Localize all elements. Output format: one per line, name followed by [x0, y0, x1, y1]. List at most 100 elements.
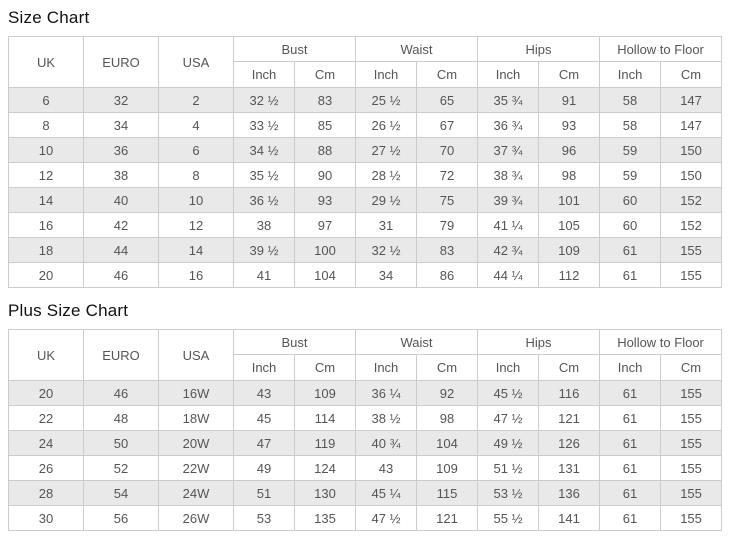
table-cell: 152: [660, 187, 723, 213]
group-header-row: UK EURO USA Bust Waist Hips Hollow to Floor: [8, 329, 723, 381]
table-cell: 24W: [158, 480, 234, 506]
table-cell: 22: [8, 405, 84, 431]
table-cell: 83: [416, 237, 479, 263]
table-row: 20 46 16W 43 109 36 ¼ 92 45 ½ 116 61 155: [8, 380, 723, 406]
table-cell: 8: [158, 162, 234, 188]
table-cell: 59: [599, 137, 662, 163]
header-waist-inch: Inch: [355, 354, 418, 381]
table-cell: 79: [416, 212, 479, 238]
table-cell: 40: [83, 187, 159, 213]
table-row: 30 56 26W 53 135 47 ½ 121 55 ½ 141 61 155: [8, 505, 723, 531]
table-cell: 96: [538, 137, 601, 163]
table-cell: 16: [8, 212, 84, 238]
size-chart-title: Size Chart: [8, 8, 90, 27]
table-cell: 6: [158, 137, 234, 163]
header-euro: EURO: [83, 36, 159, 88]
table-cell: 32 ½: [233, 87, 295, 113]
table-cell: 2: [158, 87, 234, 113]
table-cell: 155: [660, 430, 723, 456]
table-cell: 36 ½: [233, 187, 295, 213]
table-cell: 147: [660, 87, 723, 113]
table-cell: 26 ½: [355, 112, 418, 138]
header-hollow-to-floor-cm: Cm: [660, 61, 723, 88]
header-hips-inch: Inch: [477, 354, 540, 381]
table-cell: 18: [8, 237, 84, 263]
table-cell: 155: [660, 455, 723, 481]
table-cell: 49: [233, 455, 295, 481]
table-cell: 24: [8, 430, 84, 456]
table-cell: 25 ½: [355, 87, 418, 113]
table-cell: 38 ½: [355, 405, 418, 431]
table-cell: 92: [416, 380, 479, 406]
table-cell: 119: [293, 430, 357, 456]
table-cell: 46: [83, 262, 159, 288]
table-cell: 12: [158, 212, 234, 238]
header-usa: USA: [158, 36, 234, 88]
header-waist-inch: Inch: [355, 61, 418, 88]
table-cell: 88: [293, 137, 357, 163]
header-uk: UK: [8, 329, 84, 381]
table-row: 18 44 14 39 ½ 100 32 ½ 83 42 ¾ 109 61 155: [8, 237, 723, 263]
table-cell: 98: [416, 405, 479, 431]
table-cell: 51 ½: [477, 455, 540, 481]
sub-header-row: Inch Cm Inch Cm Inch Cm Inch Cm: [9, 354, 723, 381]
size-chart-section: Size Chart UK EURO USA Bust Waist Hips Hollow …: [8, 8, 723, 288]
table-cell: 32: [83, 87, 159, 113]
table-cell: 28: [8, 480, 84, 506]
table-cell: 155: [660, 405, 723, 431]
table-cell: 35 ½: [233, 162, 295, 188]
table-cell: 47: [233, 430, 295, 456]
table-cell: 28 ½: [355, 162, 418, 188]
table-cell: 38 ¾: [477, 162, 540, 188]
table-cell: 60: [599, 212, 662, 238]
table-cell: 49 ½: [477, 430, 540, 456]
table-cell: 18W: [158, 405, 234, 431]
table-cell: 43: [233, 380, 295, 406]
table-cell: 47 ½: [355, 505, 418, 531]
table-row: 28 54 24W 51 130 45 ¼ 115 53 ½ 136 61 155: [8, 480, 723, 506]
table-cell: 44: [83, 237, 159, 263]
table-cell: 97: [293, 212, 357, 238]
table-cell: 20: [8, 380, 84, 406]
table-cell: 126: [538, 430, 601, 456]
table-row: 10 36 6 34 ½ 88 27 ½ 70 37 ¾ 96 59 150: [8, 137, 723, 163]
header-group-bust: Bust: [232, 329, 357, 355]
table-cell: 20: [8, 262, 84, 288]
size-chart-table: UK EURO USA Bust Waist Hips Hollow to Floor Inc…: [8, 36, 723, 288]
sub-header-row: Inch Cm Inch Cm Inch Cm Inch Cm: [9, 61, 723, 88]
table-cell: 6: [8, 87, 84, 113]
table-cell: 39 ½: [233, 237, 295, 263]
table-cell: 26: [8, 455, 84, 481]
table-cell: 112: [538, 262, 601, 288]
table-cell: 41 ¼: [477, 212, 540, 238]
table-cell: 152: [660, 212, 723, 238]
plus-size-chart-title: Plus Size Chart: [8, 301, 129, 320]
table-cell: 40 ¾: [355, 430, 418, 456]
table-cell: 121: [416, 505, 479, 531]
table-cell: 14: [8, 187, 84, 213]
table-cell: 26W: [158, 505, 234, 531]
table-cell: 61: [599, 455, 662, 481]
table-cell: 53 ½: [477, 480, 540, 506]
table-cell: 70: [416, 137, 479, 163]
table-cell: 61: [599, 505, 662, 531]
table-cell: 93: [293, 187, 357, 213]
header-waist-cm: Cm: [416, 61, 479, 88]
table-cell: 45 ½: [477, 380, 540, 406]
table-cell: 155: [660, 237, 723, 263]
table-cell: 61: [599, 405, 662, 431]
table-cell: 56: [83, 505, 159, 531]
table-cell: 109: [416, 455, 479, 481]
table-cell: 12: [8, 162, 84, 188]
table-cell: 36 ¾: [477, 112, 540, 138]
table-cell: 114: [293, 405, 357, 431]
table-cell: 10: [158, 187, 234, 213]
table-row: 14 40 10 36 ½ 93 29 ½ 75 39 ¾ 101 60 152: [8, 187, 723, 213]
table-cell: 45: [233, 405, 295, 431]
table-cell: 27 ½: [355, 137, 418, 163]
table-cell: 85: [293, 112, 357, 138]
header-bust-cm: Cm: [293, 354, 357, 381]
table-cell: 124: [293, 455, 357, 481]
table-row: 24 50 20W 47 119 40 ¾ 104 49 ½ 126 61 155: [8, 430, 723, 456]
